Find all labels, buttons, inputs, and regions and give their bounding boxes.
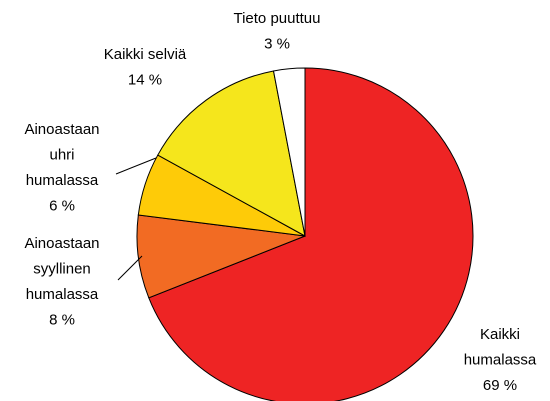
pie-slice bbox=[272, 67, 306, 237]
slice-label: Kaikki selviä bbox=[104, 46, 187, 63]
slice-label: Ainoastaan syyllinen humalassa bbox=[24, 235, 99, 303]
pie-slice bbox=[148, 67, 474, 401]
pie-slice bbox=[157, 70, 306, 237]
slice-label: Ainoastaan uhri humalassa bbox=[24, 121, 99, 189]
value-label: 14 % bbox=[128, 71, 162, 88]
slice-label: Tieto puuttuu bbox=[233, 10, 320, 27]
leader-line bbox=[115, 157, 157, 175]
value-label: 69 % bbox=[483, 377, 517, 394]
value-label: 6 % bbox=[49, 197, 75, 214]
leader-line bbox=[117, 255, 143, 281]
value-label: 3 % bbox=[264, 35, 290, 52]
value-label: 8 % bbox=[49, 311, 75, 328]
slice-label: Kaikki humalassa bbox=[464, 326, 537, 369]
